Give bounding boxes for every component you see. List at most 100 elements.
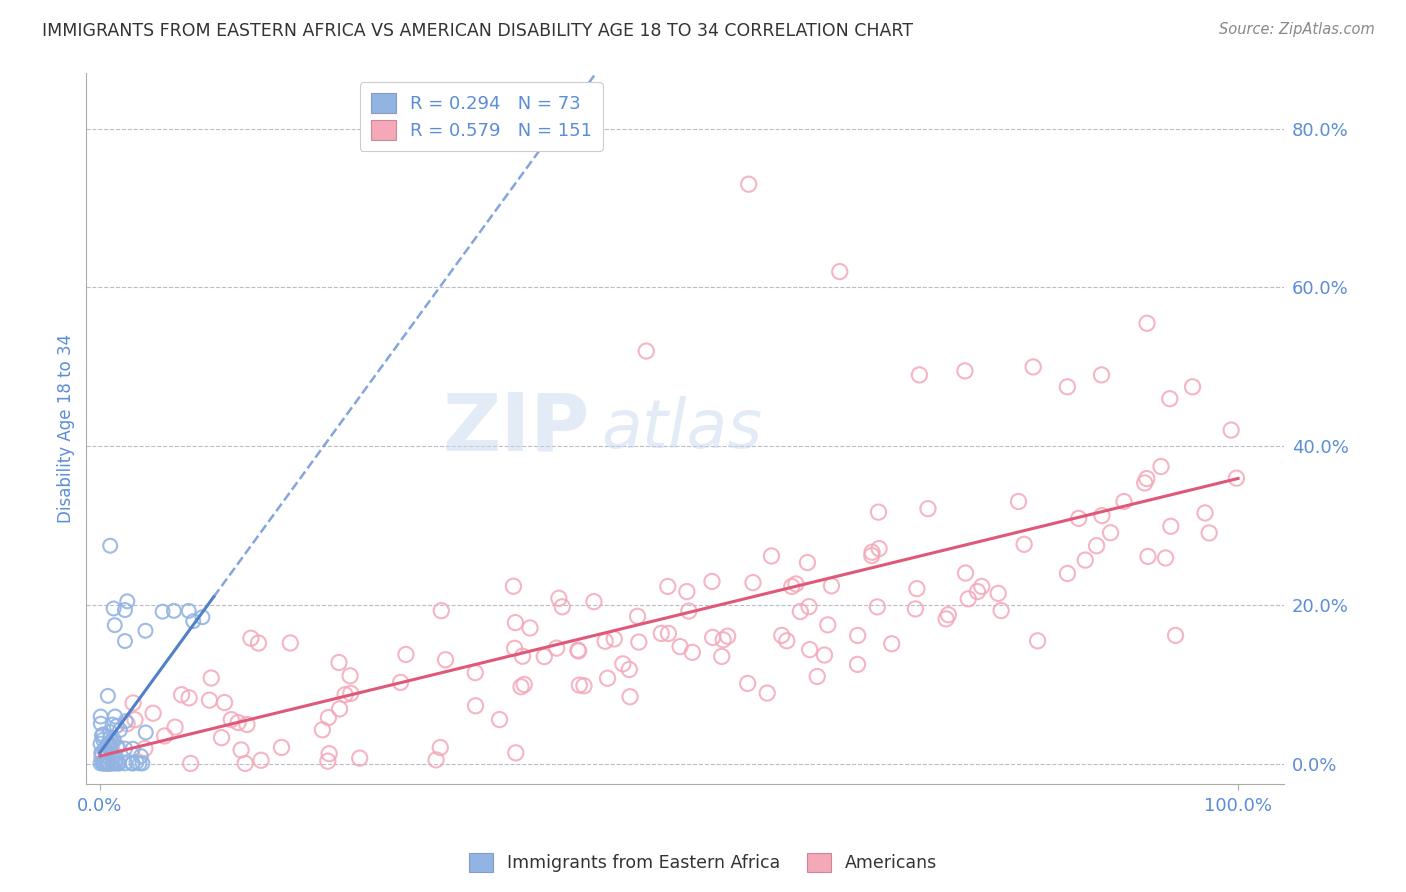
Point <box>820 579 842 593</box>
Point <box>226 715 249 730</box>
Point <box>880 637 903 651</box>
Point <box>505 746 527 760</box>
Point <box>512 649 534 664</box>
Point <box>612 657 634 671</box>
Point <box>619 690 641 704</box>
Point <box>96 756 118 770</box>
Point <box>1136 549 1159 564</box>
Point <box>93 756 115 771</box>
Point <box>785 577 807 591</box>
Point <box>761 549 783 563</box>
Point <box>710 649 733 664</box>
Point <box>1150 459 1173 474</box>
Point <box>96 749 118 764</box>
Point <box>846 628 869 642</box>
Point <box>737 676 759 690</box>
Point <box>94 756 117 771</box>
Point <box>94 742 117 756</box>
Point <box>181 614 204 628</box>
Point <box>105 719 128 733</box>
Point <box>103 756 125 771</box>
Point <box>789 605 811 619</box>
Point <box>104 618 127 632</box>
Point <box>776 633 799 648</box>
Point <box>905 582 928 596</box>
Point <box>114 756 136 771</box>
Point <box>316 754 339 768</box>
Point <box>114 741 136 756</box>
Point <box>568 678 591 692</box>
Point <box>503 641 526 656</box>
Point <box>115 716 138 731</box>
Point <box>1091 508 1114 523</box>
Point <box>105 740 128 755</box>
Point <box>389 675 412 690</box>
Point <box>152 605 174 619</box>
Point <box>1112 494 1135 508</box>
Point <box>104 753 127 767</box>
Point <box>97 737 120 751</box>
Point <box>1194 506 1216 520</box>
Point <box>105 756 128 771</box>
Point <box>813 648 835 662</box>
Point <box>101 717 124 731</box>
Point <box>513 677 536 691</box>
Point <box>1090 368 1112 382</box>
Point <box>1160 519 1182 533</box>
Point <box>250 753 273 767</box>
Point <box>278 636 301 650</box>
Point <box>868 541 890 556</box>
Point <box>117 594 139 608</box>
Point <box>770 628 793 642</box>
Point <box>987 586 1010 600</box>
Point <box>191 610 214 624</box>
Point <box>548 591 571 606</box>
Point <box>917 501 939 516</box>
Point <box>1026 633 1049 648</box>
Point <box>90 750 112 764</box>
Point <box>796 556 818 570</box>
Point <box>98 739 121 753</box>
Point <box>700 574 723 589</box>
Point <box>957 591 980 606</box>
Point <box>214 696 236 710</box>
Point <box>165 720 187 734</box>
Point <box>567 643 589 657</box>
Point <box>702 631 724 645</box>
Point <box>430 604 453 618</box>
Point <box>505 615 527 630</box>
Point <box>103 732 125 747</box>
Point <box>328 656 350 670</box>
Point <box>1164 628 1187 642</box>
Point <box>582 595 605 609</box>
Point <box>100 739 122 754</box>
Point <box>657 579 679 593</box>
Y-axis label: Disability Age 18 to 34: Disability Age 18 to 34 <box>58 334 75 523</box>
Point <box>121 741 143 756</box>
Point <box>114 714 136 728</box>
Point <box>135 725 157 739</box>
Point <box>567 644 589 658</box>
Point <box>93 756 115 771</box>
Point <box>866 599 889 614</box>
Point <box>519 621 541 635</box>
Point <box>657 626 679 640</box>
Point <box>429 740 451 755</box>
Point <box>318 710 340 724</box>
Point <box>1074 553 1097 567</box>
Point <box>938 607 960 622</box>
Point <box>1154 551 1177 566</box>
Point <box>97 755 120 769</box>
Point <box>425 753 447 767</box>
Point <box>1007 494 1029 508</box>
Point <box>114 603 136 617</box>
Point <box>270 740 292 755</box>
Point <box>198 693 221 707</box>
Point <box>247 636 270 650</box>
Point <box>129 749 152 764</box>
Point <box>799 642 821 657</box>
Point <box>1133 475 1156 490</box>
Text: Source: ZipAtlas.com: Source: ZipAtlas.com <box>1219 22 1375 37</box>
Point <box>311 723 333 737</box>
Point <box>333 688 356 702</box>
